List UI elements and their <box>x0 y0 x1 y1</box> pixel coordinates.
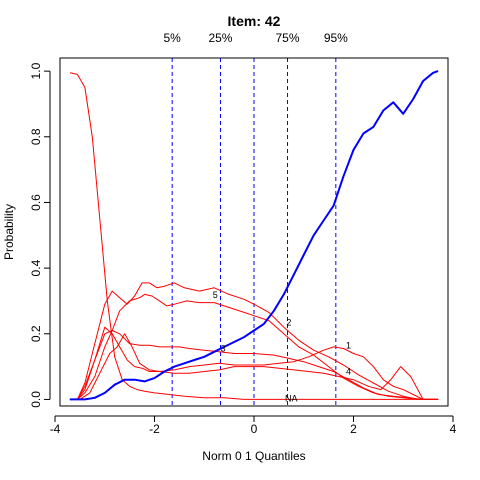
y-tick-label-4: 0.8 <box>29 128 43 145</box>
y-axis: 0.0 0.2 0.4 0.6 0.8 1.0 <box>29 62 51 408</box>
series-line-4 <box>69 333 439 400</box>
y-tick-label-1: 0.2 <box>29 325 43 342</box>
x-tick-label-4: 4 <box>450 422 457 436</box>
quantile-label-4: 95% <box>324 31 348 45</box>
series-group <box>69 70 439 401</box>
y-tick-label-3: 0.6 <box>29 194 43 211</box>
quantile-label-3: 75% <box>276 31 300 45</box>
quantile-label-0: 5% <box>163 31 181 45</box>
curve-label-4: 4 <box>346 367 351 377</box>
plot-frame <box>59 57 449 407</box>
series-line-1 <box>69 326 439 400</box>
series-line-expected <box>69 70 439 401</box>
curve-label-3: 3 <box>221 344 226 354</box>
x-tick-label-1: -2 <box>149 422 160 436</box>
chart-title: Item: 42 <box>228 13 281 29</box>
curve-label-1: 1 <box>346 340 351 350</box>
y-tick-label-5: 1.0 <box>29 62 43 79</box>
x-tick-label-3: 2 <box>350 422 357 436</box>
series-line-5 <box>69 293 439 400</box>
y-tick-label-0: 0.0 <box>29 391 43 408</box>
curve-label-5: 5 <box>213 290 218 300</box>
x-axis-title: Norm 0 1 Quantiles <box>202 449 305 463</box>
curve-label-2: 2 <box>286 317 291 327</box>
x-tick-label-0: -4 <box>50 422 61 436</box>
curve-labels: 3 5 2 1 4 NA <box>213 290 351 403</box>
quantile-label-1: 25% <box>208 31 232 45</box>
y-tick-label-2: 0.4 <box>29 259 43 276</box>
quantile-labels: 5% 25% 75% 95% <box>163 31 348 45</box>
series-line-2 <box>69 282 439 400</box>
y-axis-title: Probability <box>2 204 16 260</box>
x-tick-label-2: 0 <box>251 422 258 436</box>
series-line-NA <box>69 72 439 400</box>
x-axis: -4 -2 0 2 4 <box>50 415 457 436</box>
curve-label-NA: NA <box>285 393 298 403</box>
